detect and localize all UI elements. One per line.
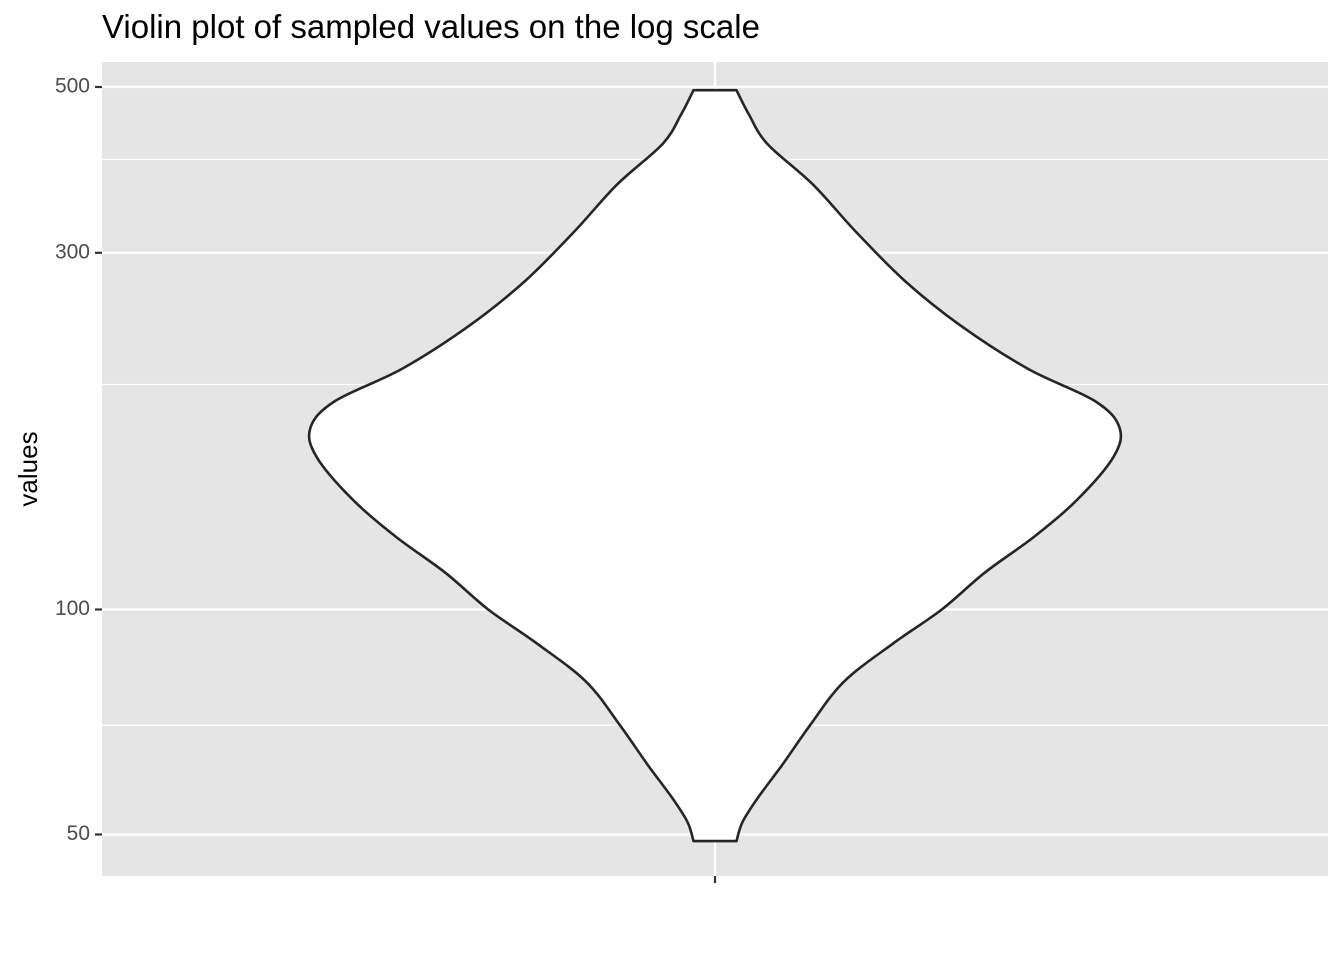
chart-title: Violin plot of sampled values on the log…: [102, 8, 760, 45]
y-tick-label: 50: [67, 822, 90, 845]
violin-shape: [307, 88, 1123, 843]
y-axis: 50 100 300 500: [55, 75, 102, 845]
y-tick-label: 500: [55, 75, 90, 98]
y-axis-title: values: [13, 431, 43, 506]
y-tick-label: 300: [55, 240, 90, 263]
y-tick-label: 100: [55, 597, 90, 620]
